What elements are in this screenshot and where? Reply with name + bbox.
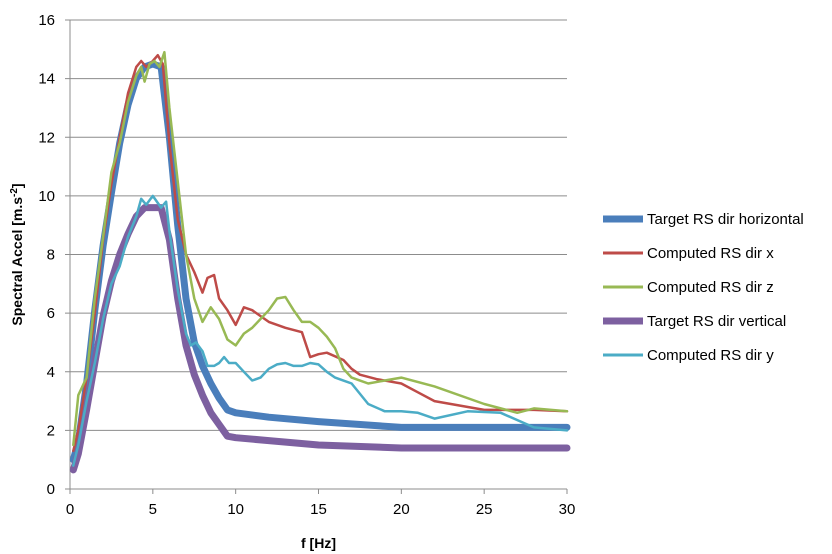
- y-axis-title-main: Spectral Accel [m.s: [9, 197, 25, 326]
- series-line-target-rs-dir-horizontal: [73, 64, 567, 460]
- legend-label-computed-rs-dir-x: Computed RS dir x: [647, 245, 774, 262]
- series-line-computed-rs-dir-z: [73, 52, 567, 445]
- legend-label-computed-rs-dir-z: Computed RS dir z: [647, 279, 774, 296]
- y-tick-label-14: 14: [38, 71, 55, 88]
- x-tick-label-15: 15: [310, 501, 327, 518]
- y-tick-label-2: 2: [47, 422, 55, 439]
- y-tick-labels: 0 2 4 6 8 10 12 14 16: [38, 12, 55, 498]
- y-tick-label-6: 6: [47, 305, 55, 322]
- y-tick-label-8: 8: [47, 247, 55, 264]
- y-axis-title-end: ]: [9, 183, 25, 188]
- legend: Target RS dir horizontal Computed RS dir …: [603, 211, 804, 364]
- y-axis-title: Spectral Accel [m.s-2]: [9, 183, 26, 325]
- legend-label-computed-rs-dir-y: Computed RS dir y: [647, 347, 774, 364]
- series-line-computed-rs-dir-x: [73, 55, 567, 451]
- x-tick-label-5: 5: [149, 501, 157, 518]
- x-tick-label-10: 10: [227, 501, 244, 518]
- y-tick-label-16: 16: [38, 12, 55, 29]
- y-tick-label-12: 12: [38, 129, 55, 146]
- y-tick-label-0: 0: [47, 481, 55, 498]
- y-tick-label-4: 4: [47, 364, 55, 381]
- x-tick-label-20: 20: [393, 501, 410, 518]
- x-tick-label-30: 30: [559, 501, 576, 518]
- x-tick-label-25: 25: [476, 501, 493, 518]
- legend-label-target-rs-dir-horizontal: Target RS dir horizontal: [647, 211, 804, 228]
- x-tick-labels: 0 5 10 15 20 25 30: [66, 501, 576, 518]
- x-axis-title: f [Hz]: [301, 535, 336, 551]
- x-tick-label-0: 0: [66, 501, 74, 518]
- y-tick-label-10: 10: [38, 188, 55, 205]
- legend-label-target-rs-dir-vertical: Target RS dir vertical: [647, 313, 786, 330]
- series-lines: [73, 52, 567, 470]
